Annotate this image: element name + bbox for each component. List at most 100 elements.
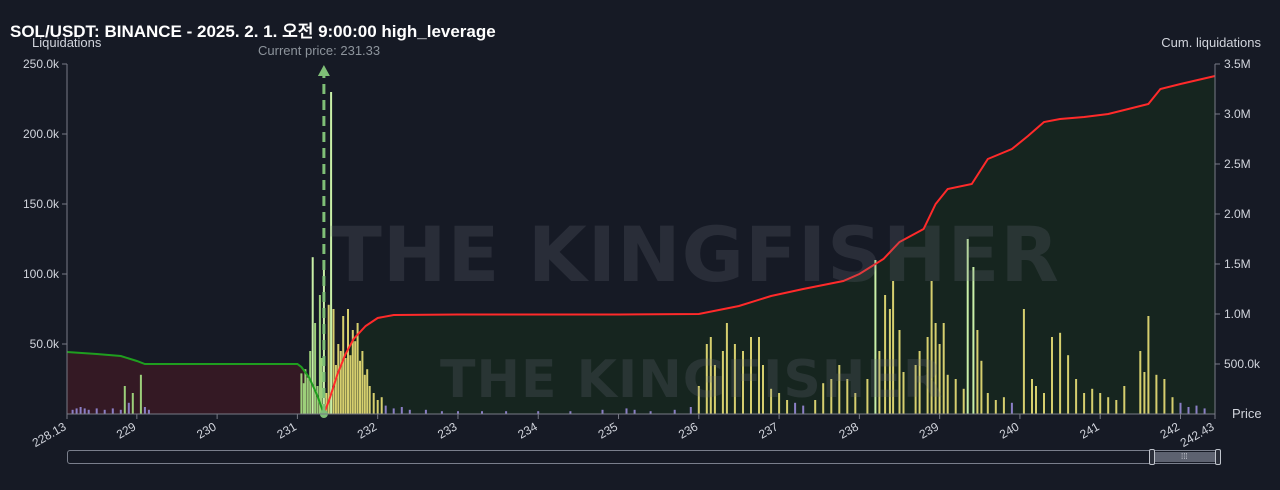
- liquidation-bar: [79, 407, 82, 414]
- liquidation-bar: [304, 369, 307, 414]
- liquidation-bar: [750, 337, 752, 414]
- liquidation-bar: [846, 379, 849, 414]
- liquidation-bar: [95, 408, 98, 414]
- y2-tick-label: 3.5M: [1224, 57, 1251, 71]
- liquidation-bar: [1002, 397, 1005, 414]
- liquidation-bar: [505, 411, 508, 414]
- liquidation-bar: [972, 267, 975, 414]
- y2-tick-label: 500.0k: [1224, 357, 1261, 371]
- liquidation-bar: [673, 409, 676, 414]
- x-tick-label: 240: [997, 419, 1022, 441]
- liquidation-bar: [366, 369, 369, 414]
- liquidation-bar: [457, 411, 459, 414]
- liquidation-bar: [946, 374, 949, 414]
- liquidation-bar: [139, 374, 142, 414]
- liquidation-bar: [976, 330, 979, 414]
- liquidation-bar: [1107, 397, 1110, 414]
- liquidation-bar: [306, 377, 309, 414]
- liquidation-bar: [368, 386, 371, 414]
- x-tick-label: 236: [676, 419, 701, 441]
- liquidation-bar: [1010, 402, 1013, 414]
- liquidation-bar: [938, 344, 941, 414]
- liquidation-bar: [778, 393, 781, 414]
- liquidation-bar: [830, 379, 833, 414]
- x-tick-label: 237: [756, 419, 781, 441]
- liquidation-bar: [1051, 337, 1053, 414]
- liquidation-bar: [888, 309, 891, 414]
- liquidation-bar: [300, 373, 303, 414]
- liquidation-bar: [918, 351, 921, 414]
- liquidation-bar: [349, 355, 352, 414]
- liquidation-bar: [633, 409, 636, 414]
- liquidation-bar: [705, 344, 708, 414]
- liquidation-bar: [147, 409, 150, 414]
- y2-tick-label: 2.5M: [1224, 157, 1251, 171]
- current-price-label: Current price: 231.33: [258, 43, 381, 58]
- liquidation-bar: [1099, 393, 1102, 414]
- liquidation-bar: [361, 351, 364, 414]
- liquidation-bar: [75, 408, 78, 414]
- liquidation-bar: [1067, 355, 1070, 414]
- liquidation-bar: [424, 409, 427, 414]
- liquidation-bar: [986, 393, 989, 414]
- area-cum-long: [67, 352, 324, 414]
- liquidation-bar: [330, 92, 333, 414]
- liquidation-bar: [400, 407, 403, 414]
- liquidation-bar: [1187, 407, 1190, 414]
- liquidation-bar: [838, 365, 841, 414]
- zoom-scrollbar[interactable]: ⁞⁞⁞: [67, 449, 1221, 465]
- liquidation-bar: [962, 388, 965, 414]
- liquidation-bar: [1035, 386, 1037, 414]
- liquidation-bar: [822, 383, 825, 414]
- liquidation-bar: [770, 388, 773, 414]
- liquidation-bar: [954, 379, 957, 414]
- y-tick-label: 100.0k: [23, 267, 60, 281]
- x-tick-label: 232: [355, 419, 380, 441]
- x-tick-label: 234: [515, 419, 540, 441]
- liquidation-bar: [1143, 372, 1146, 414]
- liquidation-bar: [302, 383, 305, 414]
- liquidation-bar: [689, 407, 692, 414]
- liquidation-bar: [325, 393, 328, 414]
- liquidation-bar: [359, 360, 361, 414]
- liquidation-bar: [481, 411, 483, 414]
- liquidation-bar: [930, 281, 933, 414]
- liquidation-bar: [337, 344, 340, 414]
- x-tick-label: 241: [1077, 419, 1102, 441]
- left-axis-title: Liquidations: [32, 35, 102, 50]
- liquidation-bar: [884, 295, 887, 414]
- liquidation-bar: [356, 323, 359, 414]
- right-axis-title: Cum. liquidations: [1161, 35, 1261, 50]
- zoom-scrollbar-thumb[interactable]: [1151, 452, 1217, 462]
- x-tick-label: 228.13: [30, 419, 69, 450]
- liquidation-bar: [334, 365, 337, 414]
- liquidation-bar: [713, 365, 716, 414]
- liquidation-bar: [758, 337, 760, 414]
- liquidation-bar: [733, 344, 736, 414]
- liquidation-bar: [127, 402, 130, 414]
- y-tick-label: 50.0k: [30, 337, 60, 351]
- liquidation-bar: [878, 351, 881, 414]
- liquidation-bar: [926, 337, 929, 414]
- liquidation-bar: [1179, 402, 1182, 414]
- zoom-handle-right[interactable]: [1215, 449, 1221, 465]
- liquidation-bar: [902, 372, 905, 414]
- liquidation-bar: [320, 358, 323, 414]
- liquidation-bar: [1115, 400, 1118, 414]
- liquidation-bar: [143, 407, 146, 414]
- x-tick-label: 233: [435, 419, 460, 441]
- liquidation-bar: [994, 400, 997, 414]
- liquidation-bar: [1147, 316, 1150, 414]
- liquidation-bar: [1083, 393, 1086, 414]
- liquidation-bar: [762, 365, 764, 414]
- liquidation-bar: [111, 408, 114, 414]
- liquidation-bar: [814, 400, 817, 414]
- zoom-handle-left[interactable]: [1149, 449, 1155, 465]
- liquidation-bar: [1075, 379, 1078, 414]
- watermark-large: THE KINGFISHER: [330, 210, 1060, 299]
- liquidation-bar: [934, 323, 937, 414]
- liquidation-bar: [392, 408, 395, 414]
- liquidation-bar: [131, 393, 134, 414]
- liquidation-bar: [376, 400, 379, 414]
